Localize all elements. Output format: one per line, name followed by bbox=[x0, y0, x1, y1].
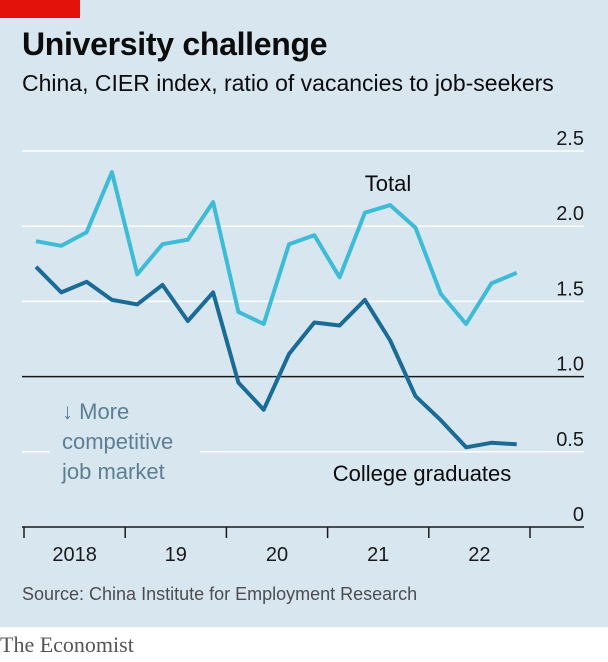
series-lines bbox=[34, 170, 518, 450]
y-tick-label-0-5: 0.5 bbox=[556, 429, 584, 451]
y-tick-label-1-0: 1.0 bbox=[556, 354, 584, 376]
y-tick-label-0: 0 bbox=[573, 504, 584, 526]
chart-subtitle: China, CIER index, ratio of vacancies to… bbox=[22, 70, 554, 96]
chart-title: University challenge bbox=[22, 26, 328, 62]
y-tick-label-2-0: 2.0 bbox=[556, 203, 584, 225]
series-line-total bbox=[35, 170, 518, 326]
x-tick-label-22: 22 bbox=[468, 544, 490, 566]
y-tick-label-2-5: 2.5 bbox=[556, 128, 584, 150]
y-tick-label-1-5: 1.5 bbox=[556, 278, 584, 300]
annotation-line-1: ↓ More bbox=[62, 399, 129, 424]
brand-red-tab bbox=[0, 0, 80, 18]
economist-brand: The Economist bbox=[0, 632, 134, 657]
x-tick-label-2018: 2018 bbox=[52, 544, 97, 566]
x-tick-label-21: 21 bbox=[367, 544, 389, 566]
x-tick-label-19: 19 bbox=[165, 544, 187, 566]
series-label-total: Total bbox=[365, 171, 411, 196]
series-line-college-graduates bbox=[34, 265, 517, 450]
annotation-line-2: competitive bbox=[62, 429, 173, 454]
labels: Total College graduates ↓ More competiti… bbox=[61, 171, 511, 486]
grid-lines: 2.5 2.0 1.5 1.0 0.5 0 bbox=[22, 128, 584, 526]
chart-panel: University challenge China, CIER index, … bbox=[0, 0, 608, 627]
annotation-background bbox=[50, 400, 200, 492]
line-chart: 2.5 2.0 1.5 1.0 0.5 0 2018 19 20 21 22 Total Coll… bbox=[22, 128, 584, 566]
source-note: Source: China Institute for Employment R… bbox=[22, 584, 418, 604]
annotation-line-3: job market bbox=[61, 459, 165, 484]
x-axis: 2018 19 20 21 22 bbox=[22, 526, 584, 566]
x-tick-label-20: 20 bbox=[266, 544, 288, 566]
series-label-college-graduates: College graduates bbox=[333, 461, 512, 486]
